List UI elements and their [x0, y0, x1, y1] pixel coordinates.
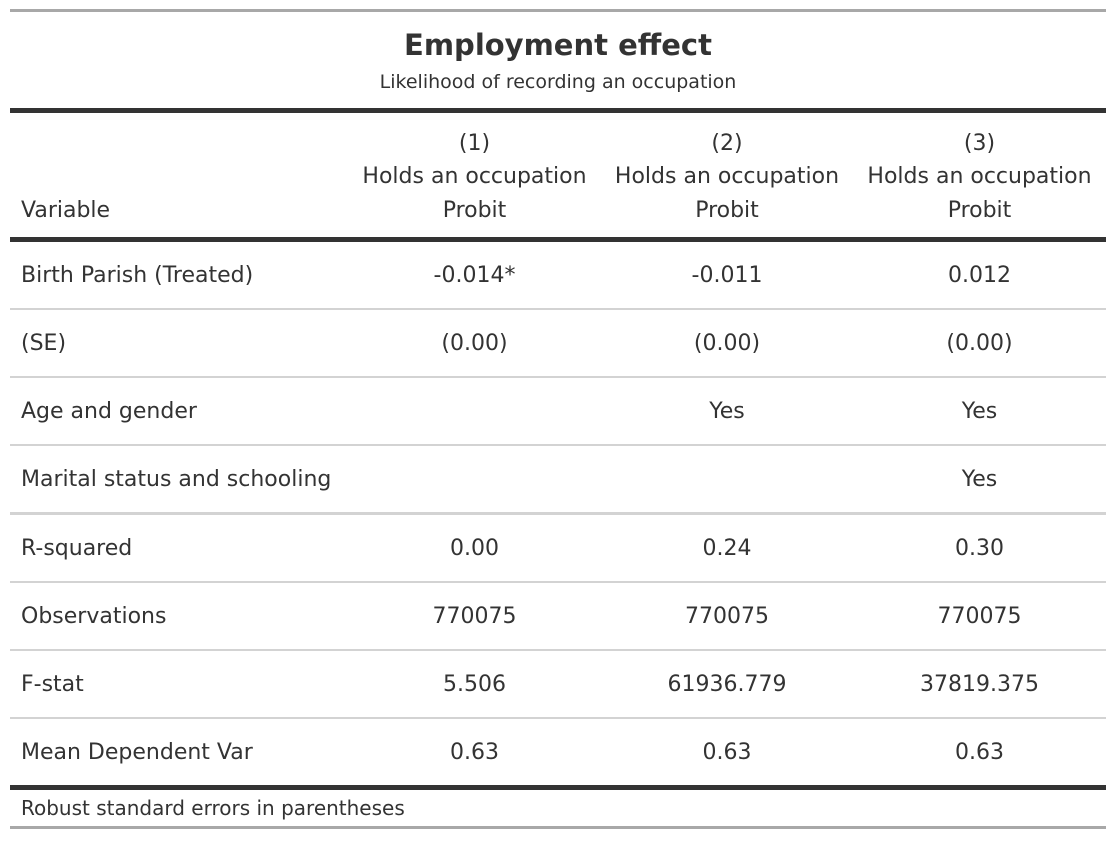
regression-table: Variable (1) Holds an occupation Probit … — [10, 113, 1106, 237]
column-header-2: (2) Holds an occupation Probit — [601, 113, 853, 237]
body-bottom-rule — [10, 785, 1106, 790]
column-dependent-variable: Holds an occupation — [867, 164, 1092, 189]
row-label: Birth Parish (Treated) — [10, 242, 348, 310]
table-row: Age and gender Yes Yes — [10, 377, 1106, 446]
table-cell: 61936.779 — [601, 650, 853, 719]
column-model: Probit — [442, 197, 507, 223]
column-dependent-variable: Holds an occupation — [362, 164, 587, 189]
table-cell: (0.00) — [348, 309, 601, 378]
regression-table-body: Birth Parish (Treated) -0.014* -0.011 0.… — [10, 242, 1106, 785]
header-bottom-rule — [10, 237, 1106, 242]
table-cell: Yes — [601, 377, 853, 446]
table-cell — [348, 377, 601, 446]
table-title: Employment effect — [404, 28, 712, 62]
column-number: (3) — [963, 130, 996, 156]
table-cell — [601, 445, 853, 515]
table-cell: Yes — [853, 377, 1106, 446]
row-label: R-squared — [10, 513, 348, 583]
row-label: Observations — [10, 582, 348, 651]
bottom-rule — [10, 826, 1106, 829]
table-row: Observations 770075 770075 770075 — [10, 582, 1106, 651]
top-rule — [10, 9, 1106, 12]
table-cell: -0.011 — [601, 242, 853, 310]
table-cell: 770075 — [601, 582, 853, 651]
table-cell — [348, 445, 601, 515]
row-label: Marital status and schooling — [10, 445, 348, 515]
table-cell: (0.00) — [601, 309, 853, 378]
table-cell: 37819.375 — [853, 650, 1106, 719]
column-model: Probit — [947, 197, 1012, 223]
header-top-rule — [10, 108, 1106, 113]
row-label: Age and gender — [10, 377, 348, 446]
table-cell: -0.014* — [348, 242, 601, 310]
table-footnote: Robust standard errors in parentheses — [21, 796, 405, 820]
table-cell: Yes — [853, 445, 1106, 515]
table-cell: 0.63 — [450, 739, 499, 765]
row-label: Mean Dependent Var — [21, 739, 253, 765]
column-header-3: (3) Holds an occupation Probit — [853, 113, 1106, 237]
column-dependent-variable: Holds an occupation — [614, 164, 840, 189]
row-label: (SE) — [10, 309, 348, 378]
table-cell: 770075 — [853, 582, 1106, 651]
table-row: Marital status and schooling Yes — [10, 445, 1106, 515]
table-row: (SE) (0.00) (0.00) (0.00) — [10, 309, 1106, 378]
table-row: F-stat 5.506 61936.779 37819.375 — [10, 650, 1106, 719]
table-row: Birth Parish (Treated) -0.014* -0.011 0.… — [10, 242, 1106, 310]
column-model: Probit — [695, 197, 759, 223]
table-row: R-squared 0.00 0.24 0.30 — [10, 513, 1106, 583]
table-cell: 0.00 — [348, 513, 601, 583]
table-cell: 770075 — [348, 582, 601, 651]
column-header-1: (1) Holds an occupation Probit — [348, 113, 601, 237]
column-number: (2) — [711, 130, 743, 156]
column-header-row: Variable (1) Holds an occupation Probit … — [10, 113, 1106, 237]
table-subtitle: Likelihood of recording an occupation — [379, 71, 737, 93]
table-cell: (0.00) — [853, 309, 1106, 378]
table-cell: 0.30 — [853, 513, 1106, 583]
table-row: Mean Dependent Var 0.63 0.63 0.63 — [10, 718, 1106, 785]
table-cell: 0.63 — [955, 739, 1004, 765]
variable-column-header: Variable — [21, 197, 111, 223]
column-number: (1) — [458, 130, 491, 156]
table-cell: 0.012 — [853, 242, 1106, 310]
table-cell: 0.24 — [601, 513, 853, 583]
table-cell: 5.506 — [348, 650, 601, 719]
table-cell: 0.63 — [702, 739, 752, 765]
row-label: F-stat — [10, 650, 348, 719]
regression-table-card: Employment effect Likelihood of recordin… — [10, 9, 1106, 829]
